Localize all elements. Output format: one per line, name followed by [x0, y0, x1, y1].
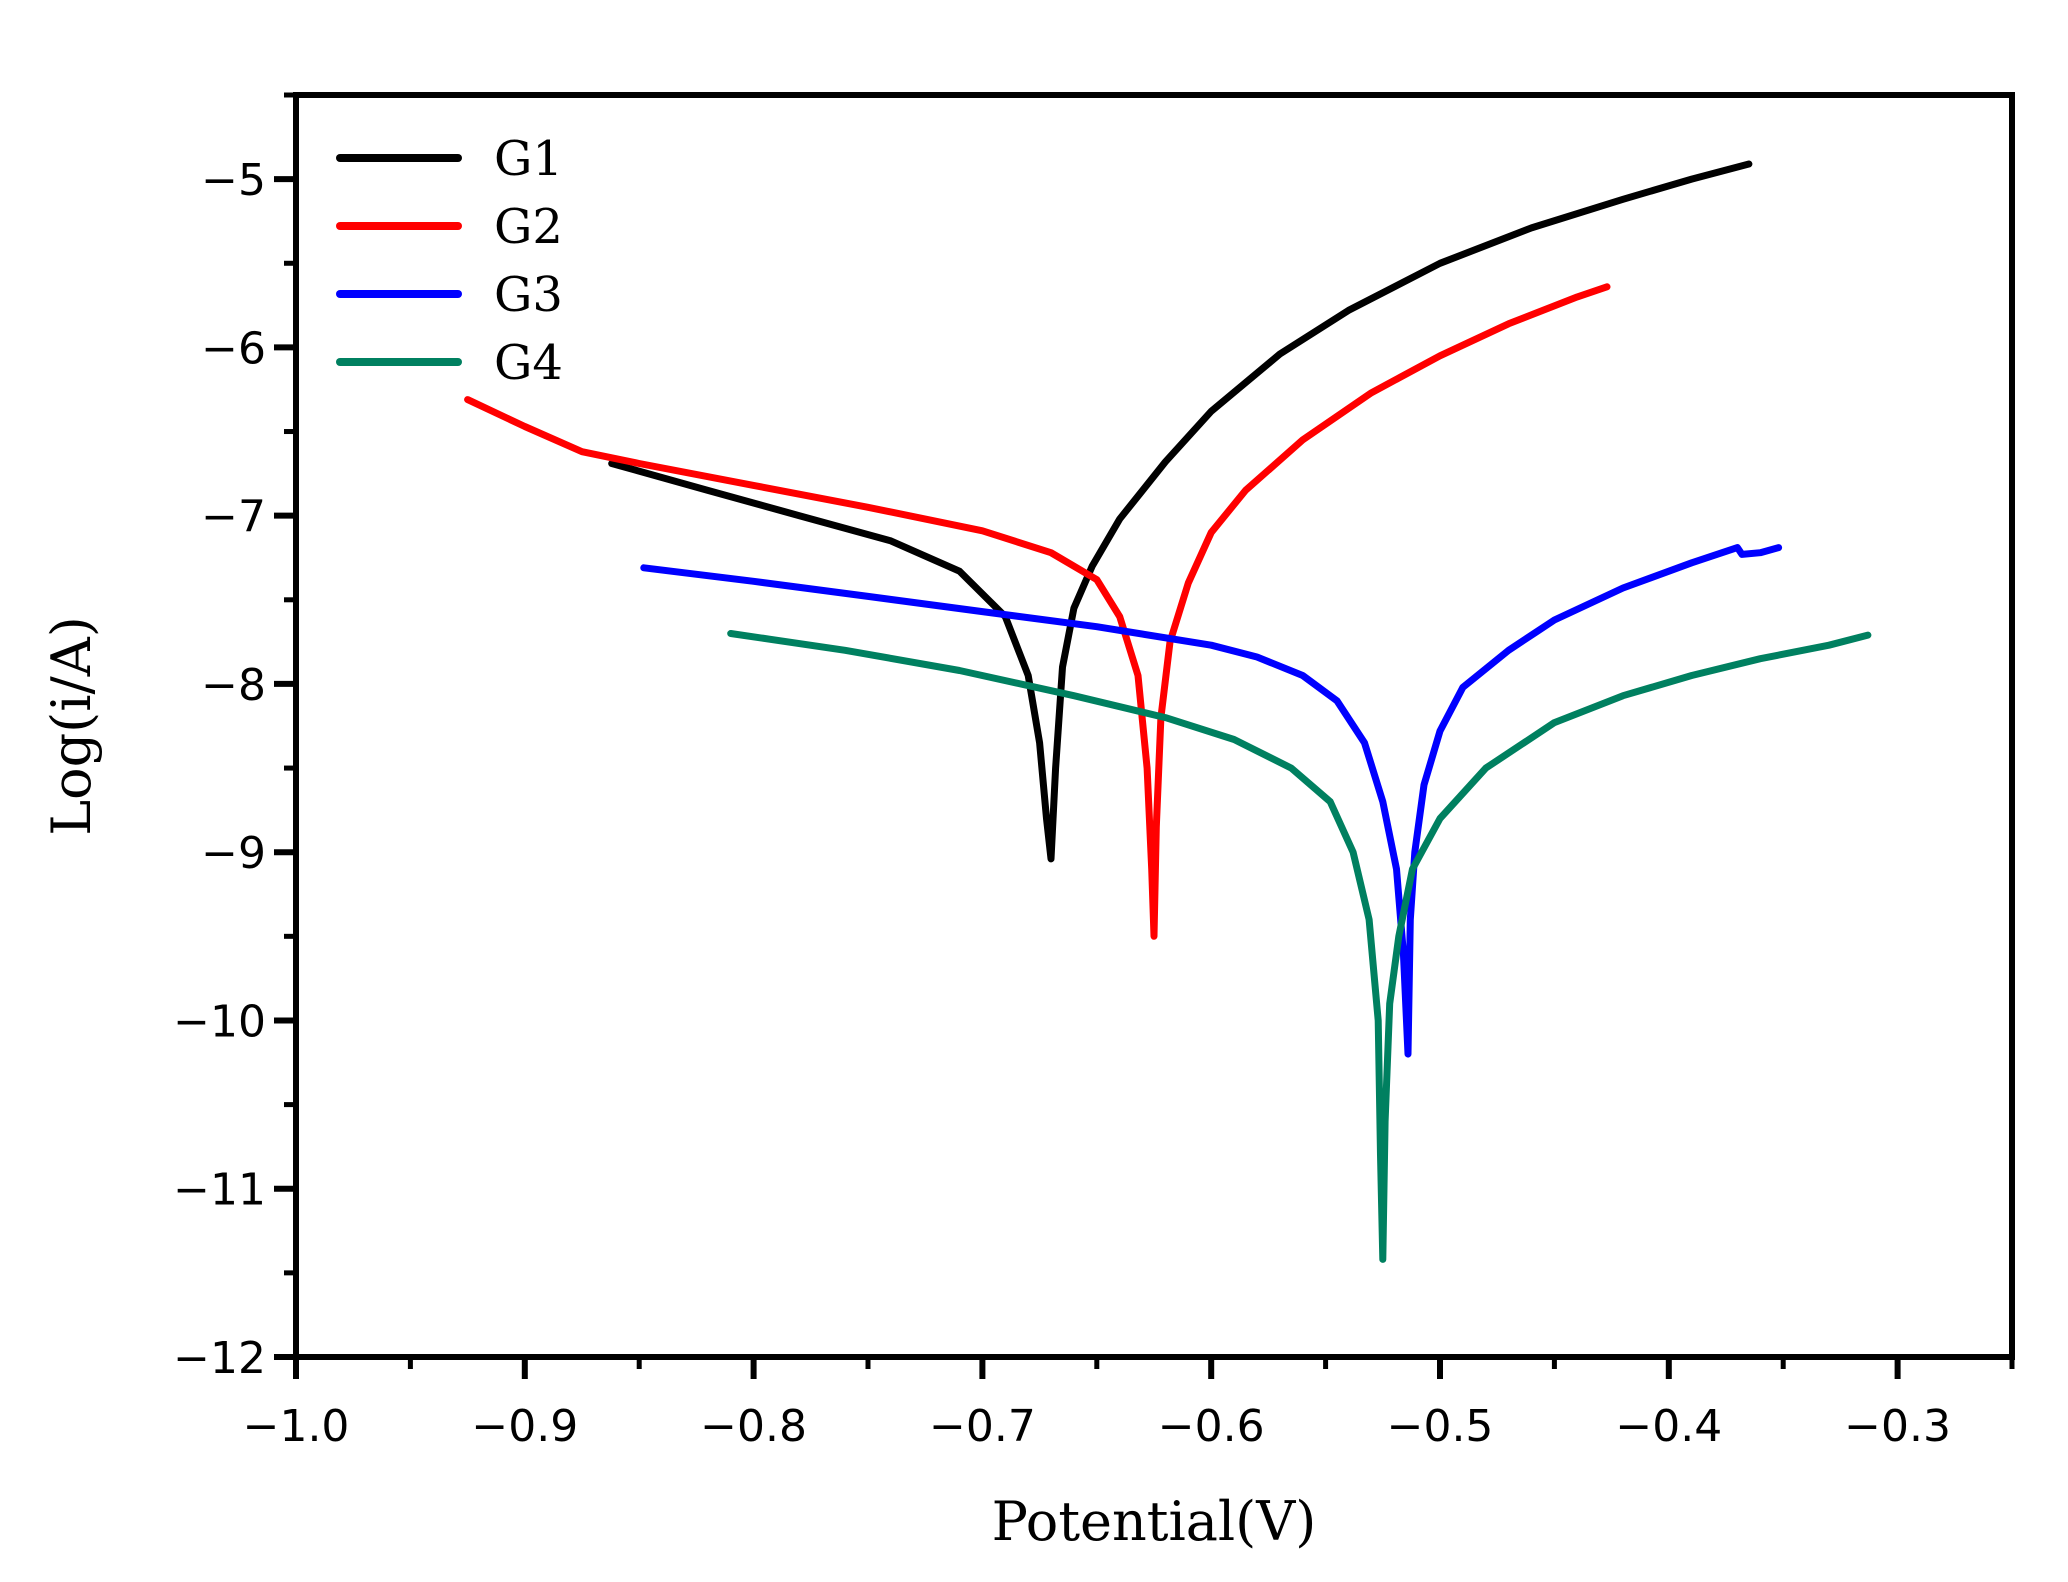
legend-label-g3: G3: [494, 267, 563, 323]
x-tick-label: −0.4: [1615, 1401, 1722, 1452]
series-line-g1: [608, 160, 1753, 863]
x-tick-label: −0.8: [700, 1401, 807, 1452]
y-axis-title: Log(i/A): [40, 616, 103, 836]
x-tick-label: −0.7: [929, 1401, 1036, 1452]
series-line-g3: [640, 544, 1783, 1058]
y-tick-label: −8: [201, 660, 266, 711]
legend-label-g4: G4: [494, 335, 563, 391]
x-axis-ticks: −1.0 −0.9 −0.8 −0.7 −0.6 −0.5 −0.4 −0.3: [243, 1357, 2015, 1452]
y-tick-label: −11: [173, 1165, 266, 1216]
y-tick-label: −6: [201, 323, 266, 374]
x-tick-label: −0.6: [1158, 1401, 1265, 1452]
x-axis-title: Potential(V): [992, 1490, 1317, 1553]
x-tick-label: −1.0: [243, 1401, 350, 1452]
y-axis-ticks: −12 −11 −10 −9 −8 −7 −6 −5: [173, 92, 296, 1384]
y-tick-label: −9: [201, 828, 266, 879]
y-tick-label: −10: [173, 996, 266, 1047]
x-tick-label: −0.3: [1844, 1401, 1951, 1452]
x-tick-label: −0.5: [1387, 1401, 1494, 1452]
y-tick-label: −5: [201, 155, 266, 206]
legend-label-g2: G2: [494, 199, 563, 255]
y-tick-label: −7: [201, 492, 266, 543]
legend-label-g1: G1: [494, 131, 563, 187]
y-tick-label: −12: [173, 1333, 266, 1384]
x-tick-label: −0.9: [471, 1401, 578, 1452]
plot-frame: [293, 92, 2015, 1360]
series-line-g4: [727, 630, 1872, 1263]
series-layer: [464, 160, 1872, 1263]
legend: G1 G2 G3 G4: [336, 131, 563, 391]
series-line-g2: [464, 283, 1611, 940]
